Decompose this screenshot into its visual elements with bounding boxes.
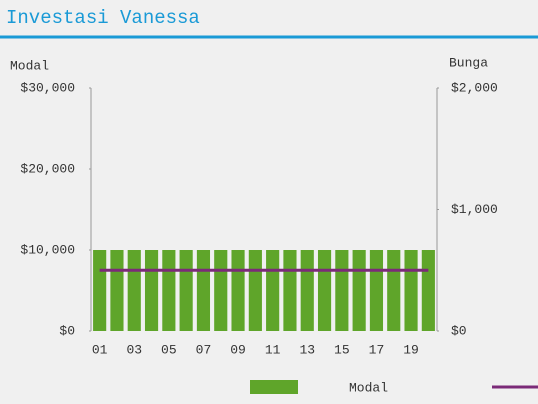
bar <box>214 250 228 331</box>
bar <box>352 250 366 331</box>
bar <box>335 250 349 331</box>
y-tick-label: $0 <box>59 323 75 338</box>
y2-tick-label: $1,000 <box>451 202 498 217</box>
bar <box>127 250 141 331</box>
bar <box>162 250 176 331</box>
x-tick-label: 01 <box>92 342 108 357</box>
bar <box>179 250 193 331</box>
bar <box>248 250 262 331</box>
bar <box>196 250 211 331</box>
legend-swatch <box>250 380 298 394</box>
y2-tick-label: $0 <box>451 323 467 338</box>
x-tick-label: 07 <box>196 342 212 357</box>
y2-tick-label: $2,000 <box>451 80 498 95</box>
x-tick-label: 09 <box>230 342 246 357</box>
y-tick-label: $10,000 <box>20 242 75 257</box>
chart-title: Investasi Vanessa <box>6 7 200 29</box>
y-tick-label: $30,000 <box>20 80 75 95</box>
x-tick-label: 19 <box>403 342 419 357</box>
bar <box>421 250 435 331</box>
bar <box>144 250 159 331</box>
x-tick-label: 15 <box>334 342 350 357</box>
bar <box>404 250 418 331</box>
bar <box>110 250 124 331</box>
bar <box>93 250 107 331</box>
x-tick-label: 13 <box>299 342 315 357</box>
bar <box>317 250 332 331</box>
y-tick-label: $20,000 <box>20 161 75 176</box>
bar <box>283 250 297 331</box>
legend-label: Modal <box>349 380 388 395</box>
bar <box>266 250 280 331</box>
y2-axis-label: Bunga <box>449 55 488 70</box>
bar <box>369 250 384 331</box>
bar <box>300 250 314 331</box>
x-tick-label: 11 <box>265 342 281 357</box>
x-tick-label: 17 <box>369 342 385 357</box>
bar <box>387 250 401 331</box>
bar <box>231 250 245 331</box>
y-axis-label: Modal <box>10 58 49 73</box>
x-tick-label: 03 <box>126 342 142 357</box>
x-tick-label: 05 <box>161 342 177 357</box>
